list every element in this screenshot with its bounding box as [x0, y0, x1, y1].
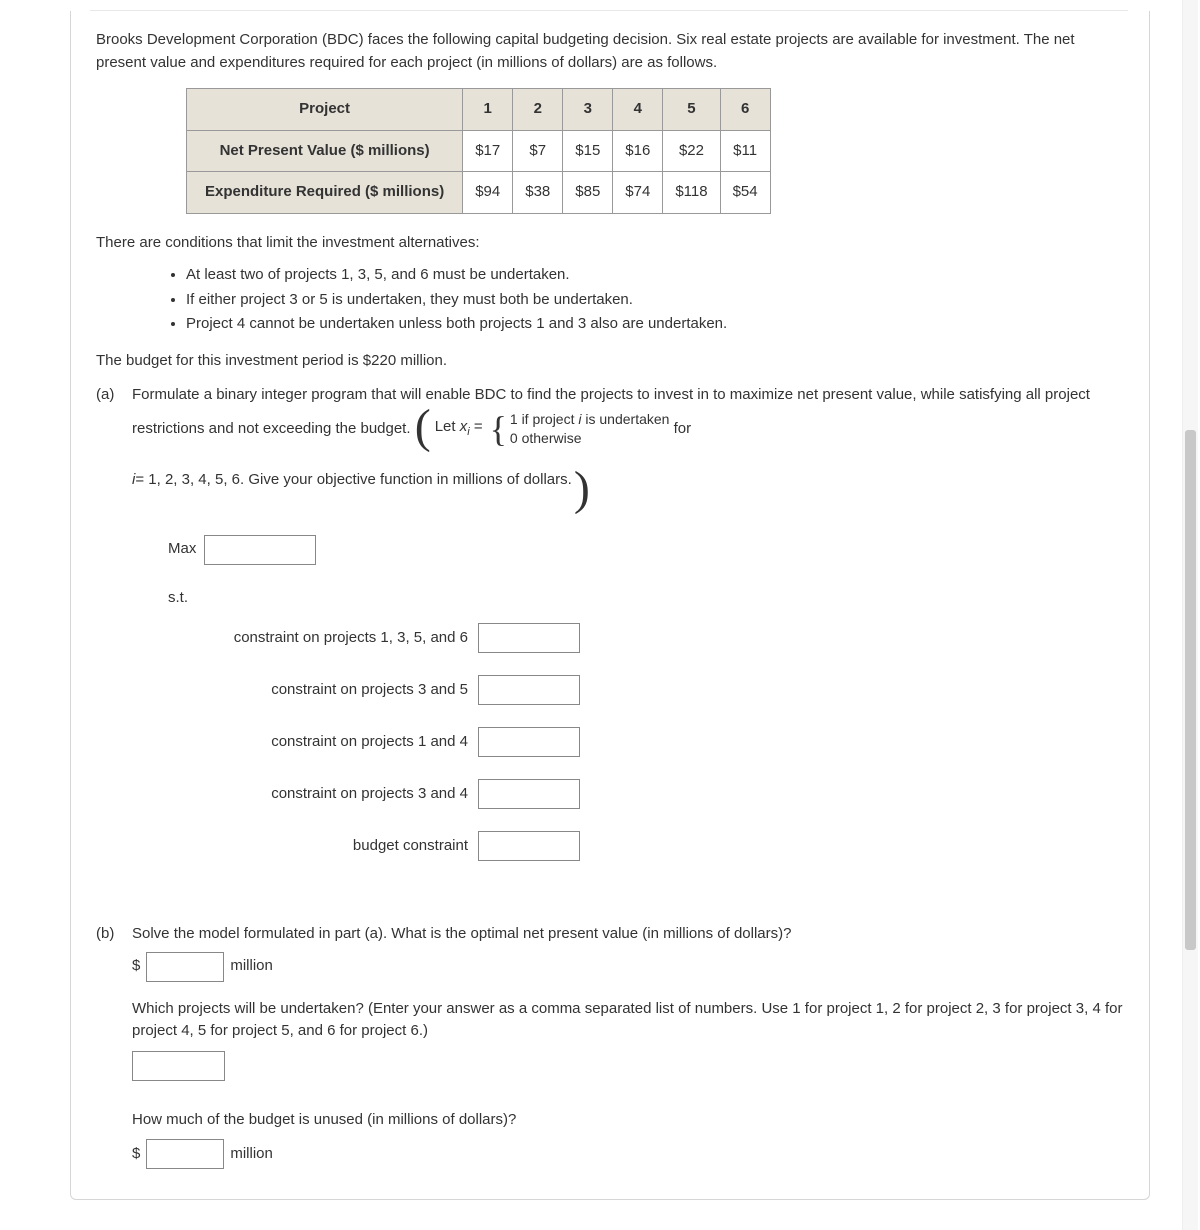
- let-xi-definition: ( Let xi = { 1 if project i is undertake…: [415, 407, 670, 451]
- constraint-label: constraint on projects 1 and 4: [168, 731, 478, 754]
- intro-text: Brooks Development Corporation (BDC) fac…: [96, 29, 1124, 74]
- part-b: (b) Solve the model formulated in part (…: [96, 923, 1124, 1169]
- conditions-list: At least two of projects 1, 3, 5, and 6 …: [186, 264, 1124, 336]
- million-label: million: [230, 1143, 273, 1166]
- question-panel: Brooks Development Corporation (BDC) fac…: [70, 11, 1150, 1200]
- million-label: million: [230, 955, 273, 978]
- part-b-q1: Solve the model formulated in part (a). …: [132, 923, 1124, 946]
- budget-constraint-input[interactable]: [478, 831, 580, 861]
- conditions-intro: There are conditions that limit the inve…: [96, 232, 1124, 255]
- formulation-block: Max s.t. constraint on projects 1, 3, 5,…: [168, 535, 1124, 862]
- condition-item: At least two of projects 1, 3, 5, and 6 …: [186, 264, 1124, 287]
- constraint-label: budget constraint: [168, 835, 478, 858]
- part-a: (a) Formulate a binary integer program t…: [96, 384, 1124, 883]
- condition-item: Project 4 cannot be undertaken unless bo…: [186, 313, 1124, 336]
- projects-list-input[interactable]: [132, 1051, 225, 1081]
- table-col-2: 2: [513, 89, 563, 131]
- condition-item: If either project 3 or 5 is undertaken, …: [186, 289, 1124, 312]
- max-label: Max: [168, 538, 204, 561]
- table-col-header-label: Project: [187, 89, 463, 131]
- part-a-text2: i = 1, 2, 3, 4, 5, 6. Give your objectiv…: [132, 469, 1124, 513]
- part-a-label: (a): [96, 384, 132, 883]
- table-col-3: 3: [563, 89, 613, 131]
- part-a-text: Formulate a binary integer program that …: [132, 384, 1124, 451]
- row-label-expenditure: Expenditure Required ($ millions): [187, 172, 463, 214]
- table-col-6: 6: [720, 89, 770, 131]
- constraint-label: constraint on projects 3 and 5: [168, 679, 478, 702]
- constraint-label: constraint on projects 1, 3, 5, and 6: [168, 627, 478, 650]
- budget-line: The budget for this investment period is…: [96, 350, 1124, 373]
- table-col-1: 1: [463, 89, 513, 131]
- objective-input[interactable]: [204, 535, 316, 565]
- table-col-5: 5: [663, 89, 720, 131]
- constraint-14-input[interactable]: [478, 727, 580, 757]
- part-b-label: (b): [96, 923, 132, 1169]
- optimal-npv-input[interactable]: [146, 952, 224, 982]
- table-row: Expenditure Required ($ millions) $94 $3…: [187, 172, 771, 214]
- st-label: s.t.: [168, 587, 1124, 610]
- dollar-sign: $: [132, 955, 140, 978]
- table-col-4: 4: [613, 89, 663, 131]
- part-b-q3: How much of the budget is unused (in mil…: [132, 1109, 1124, 1132]
- scrollbar-thumb[interactable]: [1185, 430, 1196, 950]
- table-row: Net Present Value ($ millions) $17 $7 $1…: [187, 130, 771, 172]
- constraint-1356-input[interactable]: [478, 623, 580, 653]
- constraint-34-input[interactable]: [478, 779, 580, 809]
- part-b-q2: Which projects will be undertaken? (Ente…: [132, 998, 1124, 1043]
- constraint-label: constraint on projects 3 and 4: [168, 783, 478, 806]
- unused-budget-input[interactable]: [146, 1139, 224, 1169]
- scrollbar[interactable]: [1182, 0, 1198, 1230]
- constraint-35-input[interactable]: [478, 675, 580, 705]
- dollar-sign: $: [132, 1143, 140, 1166]
- row-label-npv: Net Present Value ($ millions): [187, 130, 463, 172]
- project-data-table: Project 1 2 3 4 5 6 Net Present Value ($…: [186, 88, 771, 214]
